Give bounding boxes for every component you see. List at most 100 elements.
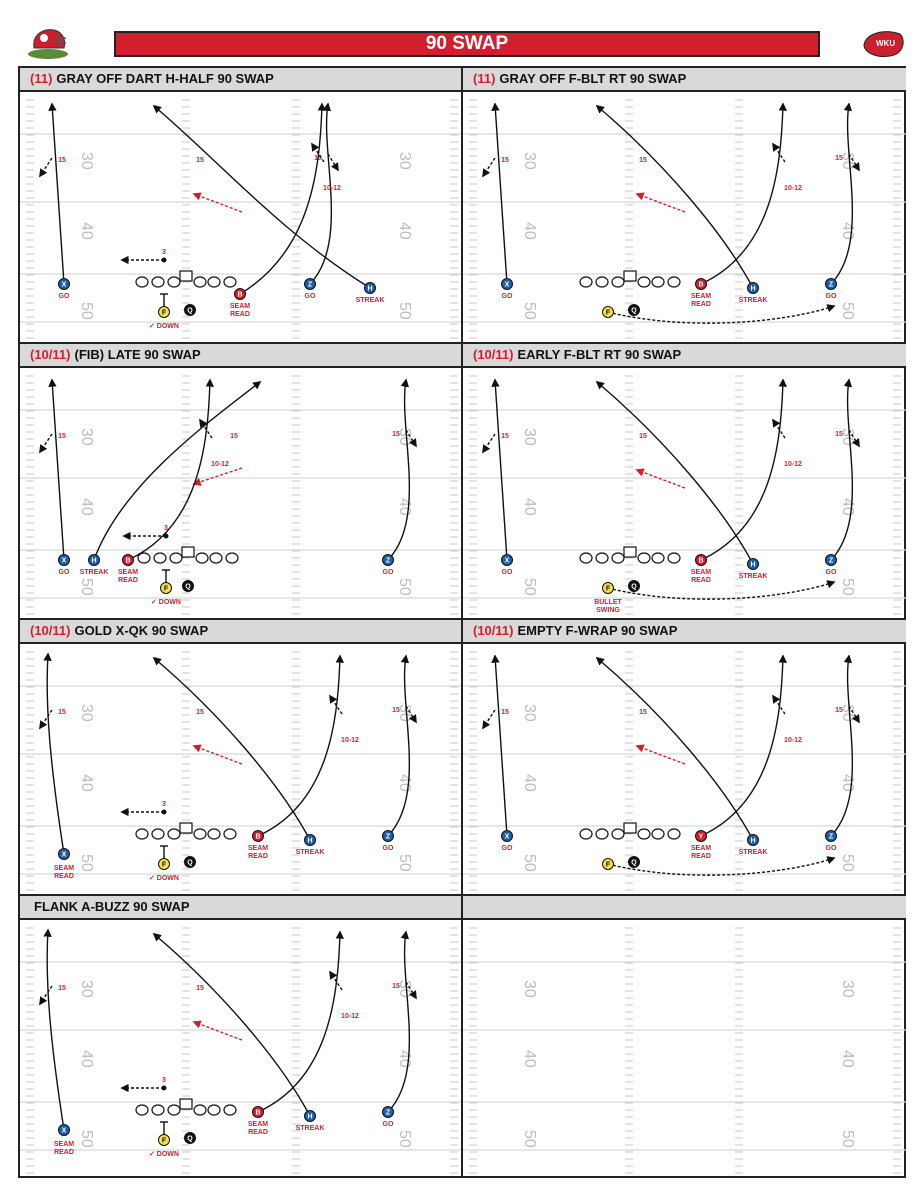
player-z-letter: Z	[386, 1110, 391, 1117]
route-label: 15	[196, 985, 204, 992]
play-title: (11) GRAY OFF F-BLT RT 90 SWAP	[463, 68, 906, 92]
route-10-12	[772, 142, 786, 163]
lineman	[135, 828, 149, 840]
route-z-15	[405, 429, 417, 448]
lineman	[209, 552, 223, 564]
yard-number: 50	[521, 1130, 538, 1148]
route-label: 15	[58, 985, 66, 992]
player-z-letter: Z	[308, 282, 313, 289]
yard-number: 50	[78, 578, 95, 596]
yard-number: 40	[521, 774, 538, 792]
personnel-prefix: (10/11)	[30, 347, 71, 362]
player-f	[602, 858, 614, 870]
lineman	[167, 276, 181, 288]
route-x	[43, 652, 65, 855]
route-label: READ	[118, 577, 138, 584]
yard-number: 40	[78, 774, 95, 792]
play-diagram: 30 30 40 40 50 50 X GO 15 Z GO 15 H STREAK 15 Y SEAMREAD…	[463, 651, 906, 891]
route-label: 15	[835, 155, 843, 162]
player-x	[58, 1124, 70, 1136]
player-z-letter: Z	[386, 834, 391, 841]
lineman	[637, 552, 651, 564]
route-red-hot	[635, 468, 686, 489]
player-seam-letter: B	[255, 1110, 260, 1117]
play-name: FLANK A-BUZZ 90 SWAP	[34, 899, 190, 914]
lineman	[135, 1104, 149, 1116]
route-label: STREAK	[739, 297, 768, 304]
play-card[interactable]: (11) GRAY OFF DART H-HALF 90 SWAP 30 30 40 4…	[20, 68, 463, 344]
player-x-letter: X	[62, 852, 67, 859]
route-seam	[700, 654, 787, 837]
lineman	[595, 828, 609, 840]
helmet-logo	[24, 24, 70, 60]
player-seam-letter: B	[255, 834, 260, 841]
yard-number: 50	[521, 302, 538, 320]
yard-number: 30	[396, 152, 413, 170]
yard-number: 40	[839, 498, 856, 516]
route-10-12	[329, 694, 343, 715]
player-q	[182, 580, 194, 592]
player-h-letter: H	[91, 558, 96, 565]
player-h-letter: H	[307, 838, 312, 845]
player-seam	[252, 830, 264, 842]
play-card[interactable]: (11) GRAY OFF F-BLT RT 90 SWAP 30 30 40 40 50…	[463, 68, 906, 344]
route-h	[595, 380, 754, 565]
lineman	[153, 552, 167, 564]
player-f	[160, 582, 172, 594]
route-z	[309, 102, 333, 285]
route-label: ✓ DOWN	[149, 323, 179, 330]
route-h	[152, 932, 311, 1117]
route-label: 10-12	[784, 185, 802, 192]
player-x-letter: X	[505, 282, 510, 289]
yard-number: 50	[839, 854, 856, 872]
center	[623, 546, 637, 558]
route-h	[93, 380, 262, 561]
route-x	[43, 928, 65, 1131]
player-q-letter: Q	[631, 308, 637, 315]
route-label: GO	[305, 293, 316, 300]
player-x	[501, 554, 513, 566]
route-label: GO	[826, 845, 837, 852]
play-card[interactable]: FLANK A-BUZZ 90 SWAP 30 30 40 40 50 50 X SEAM RE…	[20, 896, 463, 1176]
route-label: ✓ DOWN	[149, 875, 179, 882]
route-label: GO	[502, 293, 513, 300]
route-label: GO	[383, 845, 394, 852]
route-label: 15	[230, 433, 238, 440]
route-z-15	[848, 429, 860, 448]
personnel-prefix: (10/11)	[473, 347, 514, 362]
yard-number: 50	[78, 1130, 95, 1148]
route-label: 15	[196, 157, 204, 164]
player-z	[825, 554, 837, 566]
route-label: 15	[58, 709, 66, 716]
player-q-letter: Q	[631, 584, 637, 591]
route-h	[595, 104, 754, 289]
route-label: 10-12	[211, 461, 229, 468]
yard-number: 40	[521, 1050, 538, 1068]
play-card[interactable]: (10/11) EARLY F-BLT RT 90 SWAP 30 30 40 40 50…	[463, 344, 906, 620]
route-x	[491, 378, 508, 561]
yard-number: 30	[839, 980, 856, 998]
route-label: 10-12	[784, 461, 802, 468]
player-z-letter: Z	[829, 558, 834, 565]
play-card[interactable]: (10/11) (FIB) LATE 90 SWAP 30 30 40 40 50 50 X G…	[20, 344, 463, 620]
yard-number: 40	[396, 498, 413, 516]
play-card[interactable]: (10/11) EMPTY F-WRAP 90 SWAP 30 30 40 40 50 50…	[463, 620, 906, 896]
yard-number: 50	[78, 854, 95, 872]
route-label: STREAK	[296, 1125, 325, 1132]
play-card[interactable]: (10/11) GOLD X-QK 90 SWAP 30 30 40 40 50 50 X SE…	[20, 620, 463, 896]
route-z	[830, 102, 854, 285]
route-label: GO	[383, 1121, 394, 1128]
route-label: 3	[162, 1077, 166, 1084]
route-x-15	[39, 709, 53, 730]
player-f	[602, 582, 614, 594]
player-f-letter: F	[606, 310, 611, 317]
lineman	[637, 276, 651, 288]
player-q-letter: Q	[187, 308, 193, 315]
player-x-letter: X	[505, 834, 510, 841]
route-10-12	[311, 142, 325, 163]
route-label: 15	[392, 431, 400, 438]
route-h	[152, 656, 311, 841]
player-seam-letter: B	[698, 282, 703, 289]
route-x	[48, 378, 65, 561]
